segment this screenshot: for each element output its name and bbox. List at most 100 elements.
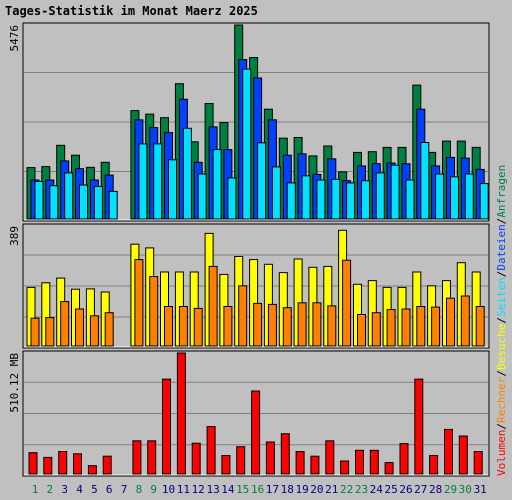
bar-rechner-31 (475, 306, 485, 347)
bar-seiten-10 (168, 159, 177, 220)
bar-seiten-3 (64, 172, 74, 220)
bar-seiten-11 (182, 127, 192, 220)
x-tick-label: 3 (61, 483, 68, 496)
bar-seiten-12 (197, 173, 207, 220)
bar-seiten-30 (464, 173, 474, 220)
chart-legend: Volumen/Rechner/Besuche/Seiten/Dateien/A… (495, 165, 508, 476)
bar-rechner-28 (431, 306, 441, 347)
bar-seiten-26 (405, 179, 415, 220)
bar-volumen-16 (251, 390, 261, 475)
panel-bottom: 510.12 MB (8, 350, 490, 477)
legend-item-visits: Besuche (495, 324, 508, 370)
bar-volumen-10 (162, 378, 171, 475)
bar-volumen-3 (58, 451, 68, 475)
bar-seiten-23 (361, 180, 370, 220)
bar-volumen-13 (206, 426, 216, 475)
bar-rechner-4 (75, 308, 84, 347)
bar-seiten-21 (331, 178, 341, 220)
bar-seiten-6 (108, 190, 118, 220)
bar-rechner-2 (45, 317, 55, 347)
bar-seiten-15 (242, 68, 252, 220)
bar-volumen-20 (310, 455, 320, 475)
bar-volumen-22 (340, 460, 350, 475)
bar-seiten-29 (450, 176, 459, 220)
bar-volumen-30 (458, 435, 468, 475)
legend-item-sites: Rechner (495, 376, 508, 423)
bar-volumen-28 (429, 455, 439, 475)
bar-seiten-17 (271, 166, 281, 220)
y-max-label: 5476 (8, 25, 21, 52)
x-tick-label: 31 (474, 483, 487, 496)
bar-seiten-24 (375, 172, 385, 220)
x-tick-label: 19 (295, 483, 308, 496)
legend-item-hits: Anfragen (495, 165, 508, 218)
bar-rechner-16 (253, 302, 263, 347)
chart-panels: 5476 389 510.12 MB (8, 22, 490, 477)
x-tick-label: 12 (192, 483, 205, 496)
bar-seiten-20 (316, 179, 326, 220)
x-tick-label: 8 (136, 483, 143, 496)
bar-seiten-1 (34, 180, 44, 220)
bar-rechner-20 (312, 302, 322, 347)
bar-seiten-25 (390, 164, 400, 220)
bar-rechner-14 (223, 306, 233, 347)
bar-volumen-8 (132, 440, 142, 475)
x-tick-label: 27 (414, 483, 427, 496)
x-tick-label: 14 (221, 483, 235, 496)
legend-item-files: Dateien (495, 224, 508, 270)
bar-seiten-19 (301, 175, 311, 220)
bar-volumen-25 (384, 462, 394, 475)
x-tick-label: 6 (106, 483, 113, 496)
legend-separator: / (495, 370, 508, 377)
bar-volumen-24 (369, 449, 379, 475)
bar-volumen-15 (236, 446, 246, 475)
chart-title: Tages-Statistik im Monat Maerz 2025 (5, 4, 258, 18)
bar-rechner-10 (164, 306, 173, 347)
bar-rechner-30 (460, 295, 470, 347)
bar-rechner-12 (193, 307, 203, 347)
x-tick-label: 22 (340, 483, 353, 496)
bar-rechner-6 (104, 312, 114, 347)
bar-rechner-17 (267, 303, 277, 347)
bar-volumen-5 (87, 465, 97, 475)
bar-seiten-31 (479, 183, 489, 220)
bar-volumen-18 (280, 433, 290, 475)
bar-seiten-2 (49, 185, 59, 220)
bar-seiten-9 (153, 143, 163, 220)
x-tick-label: 26 (399, 483, 412, 496)
legend-separator: / (495, 271, 508, 278)
bar-rechner-25 (386, 309, 396, 347)
bar-volumen-9 (147, 440, 157, 475)
bar-rechner-23 (357, 314, 366, 347)
bar-volumen-6 (102, 455, 112, 475)
bar-seiten-22 (346, 182, 356, 220)
x-tick-label: 24 (370, 483, 384, 496)
bar-rechner-5 (89, 315, 99, 347)
legend-item-volume: Volumen (495, 430, 508, 476)
bar-volumen-27 (414, 378, 424, 475)
bar-rechner-27 (416, 306, 426, 347)
bar-rechner-8 (134, 259, 144, 347)
bar-seiten-14 (227, 177, 237, 220)
bar-volumen-2 (43, 456, 53, 475)
x-tick-label: 30 (459, 483, 472, 496)
legend-item-pages: Seiten (495, 277, 508, 317)
legend-separator: / (495, 317, 508, 324)
bar-volumen-12 (191, 442, 201, 475)
x-tick-label: 7 (121, 483, 128, 496)
bar-rechner-13 (208, 265, 218, 347)
x-tick-label: 5 (91, 483, 98, 496)
bar-seiten-13 (212, 149, 222, 220)
x-tick-label: 28 (429, 483, 442, 496)
x-tick-label: 9 (150, 483, 157, 496)
x-tick-label: 2 (46, 483, 53, 496)
x-tick-label: 15 (236, 483, 249, 496)
y-max-label: 389 (8, 226, 21, 246)
bar-rechner-21 (327, 305, 337, 347)
x-tick-label: 11 (177, 483, 190, 496)
bar-volumen-11 (176, 352, 186, 475)
bar-volumen-29 (444, 428, 453, 475)
x-tick-label: 17 (266, 483, 279, 496)
bar-rechner-11 (178, 306, 188, 347)
